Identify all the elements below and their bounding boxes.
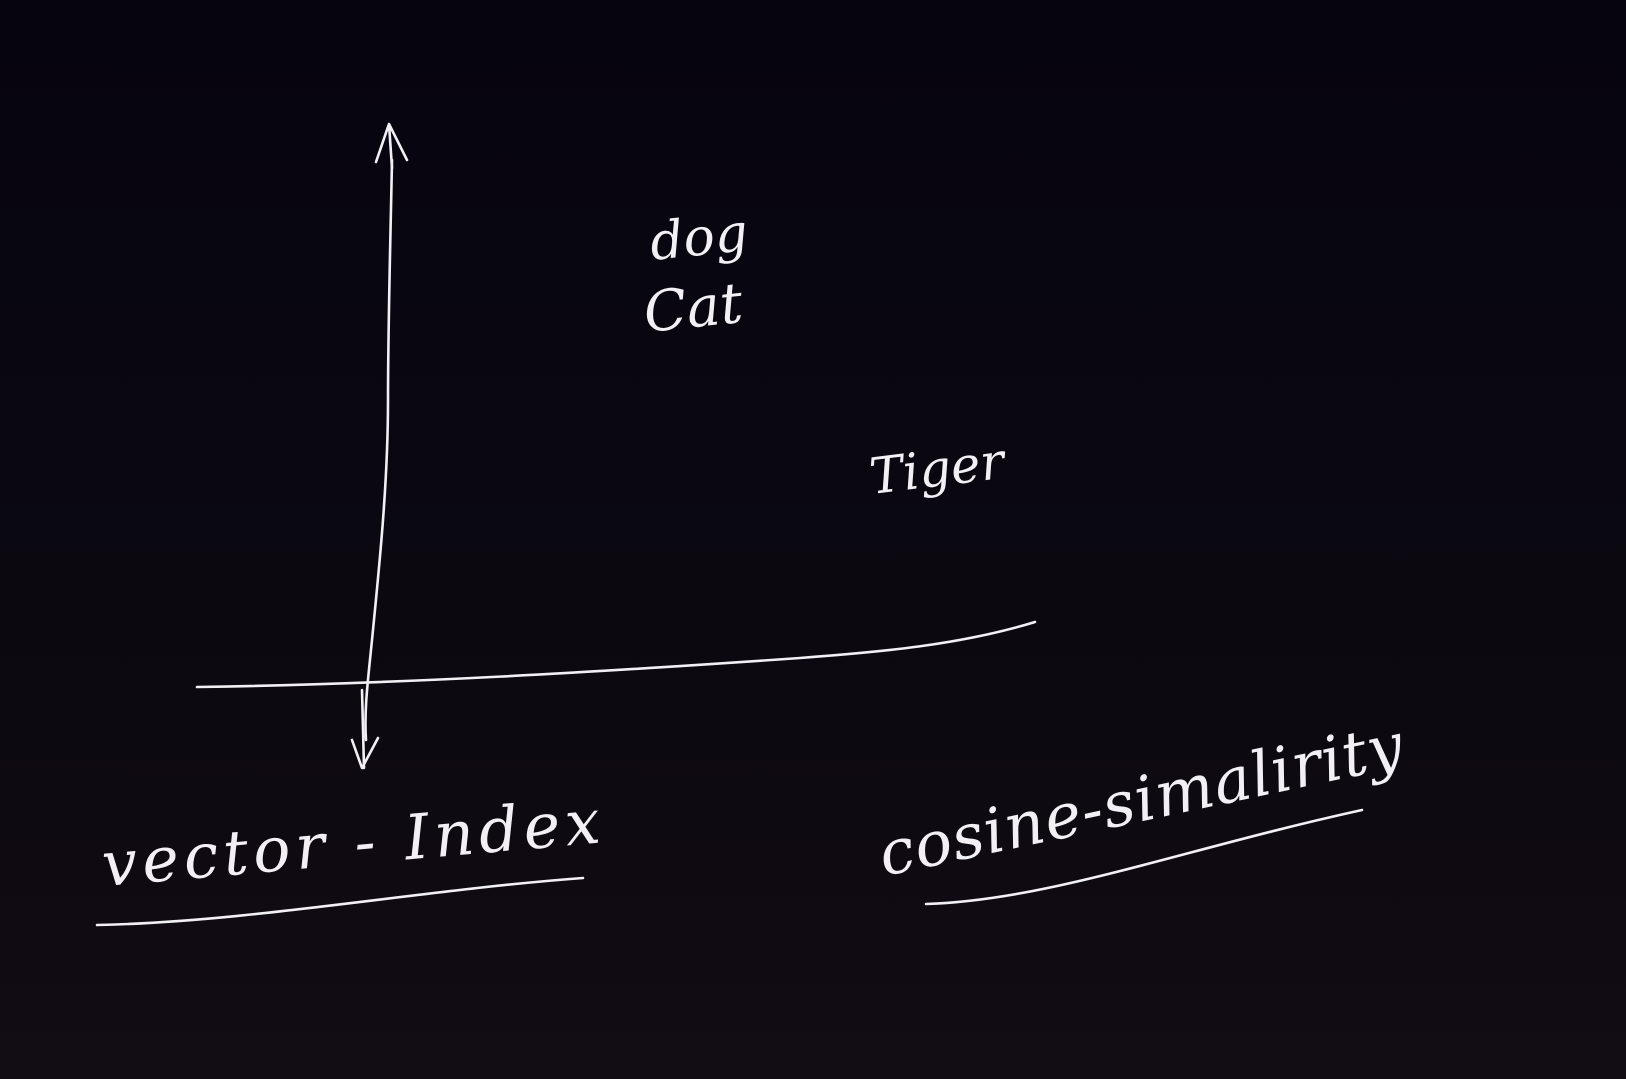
label-dog: dog bbox=[647, 203, 751, 273]
y-axis bbox=[350, 122, 409, 770]
y-axis-arrow-up-icon bbox=[374, 122, 409, 170]
underline-cosine-similarity bbox=[924, 808, 1364, 906]
x-axis-line bbox=[195, 620, 1037, 689]
note-cosine-similarity: cosine-simalirity bbox=[872, 708, 1410, 891]
y-axis-line bbox=[364, 158, 394, 742]
underline-vector-index bbox=[95, 876, 585, 927]
y-axis-arrow-down-icon bbox=[350, 688, 380, 770]
label-tiger: Tiger bbox=[866, 432, 1010, 506]
label-cat: Cat bbox=[641, 271, 746, 346]
